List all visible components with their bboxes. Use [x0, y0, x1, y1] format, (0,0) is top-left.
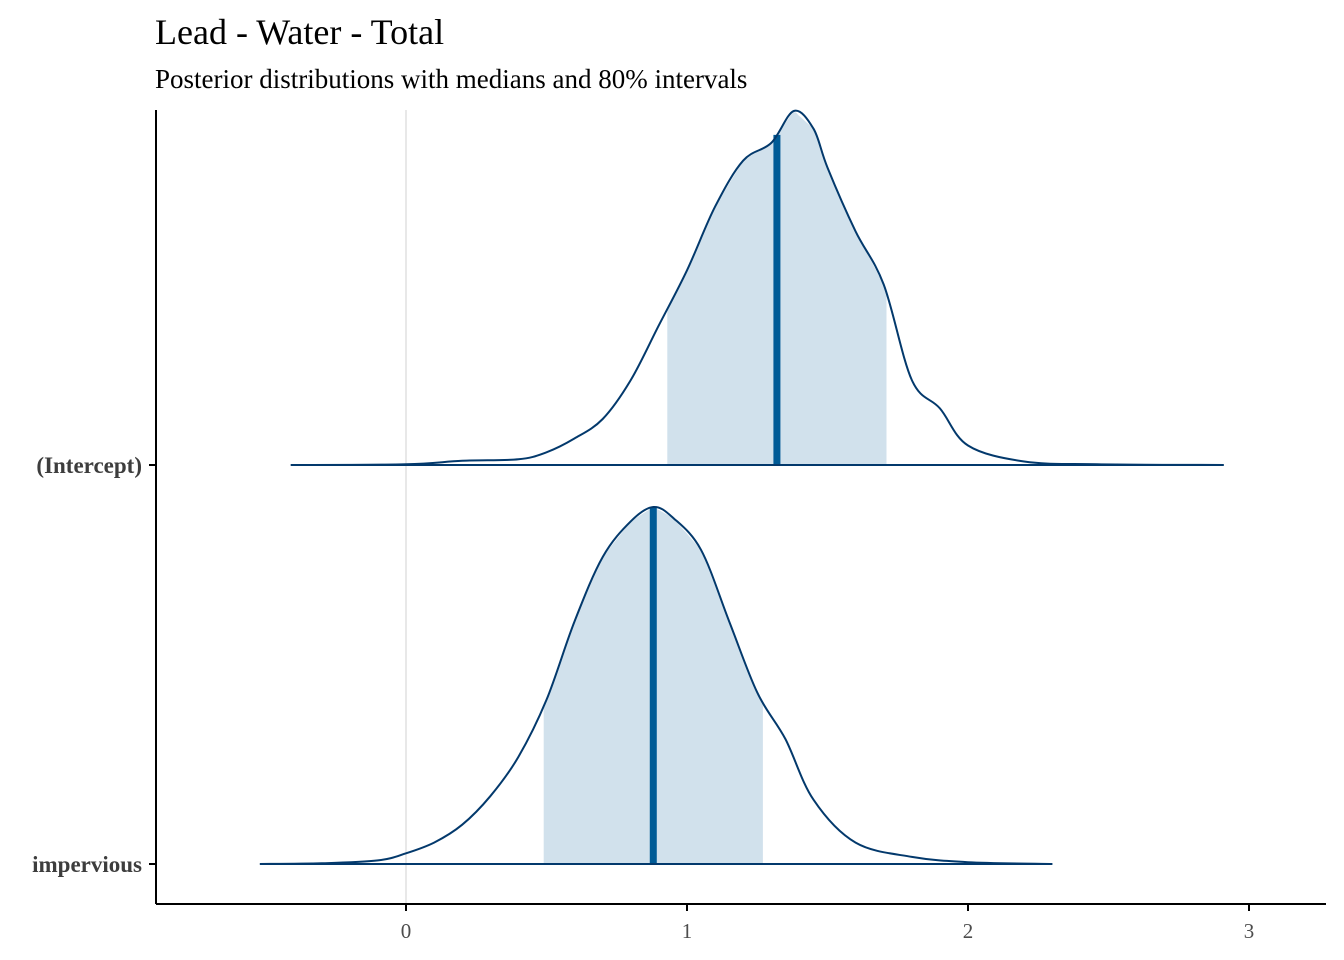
x-tick-label-2: 2 [963, 919, 974, 943]
y-tick-label-intercept: (Intercept) [36, 453, 142, 478]
y-tick-label-impervious: impervious [32, 852, 142, 877]
chart-subtitle: Posterior distributions with medians and… [155, 64, 747, 94]
x-tick-label-0: 0 [401, 919, 412, 943]
x-tick-label-3: 3 [1244, 919, 1255, 943]
density-curve-impervious [259, 505, 1053, 865]
plot-area: (Intercept) impervious 0 1 2 3 [32, 109, 1326, 943]
density-curve-intercept [290, 109, 1224, 466]
x-tick-label-1: 1 [682, 919, 693, 943]
chart-title: Lead - Water - Total [155, 12, 444, 52]
